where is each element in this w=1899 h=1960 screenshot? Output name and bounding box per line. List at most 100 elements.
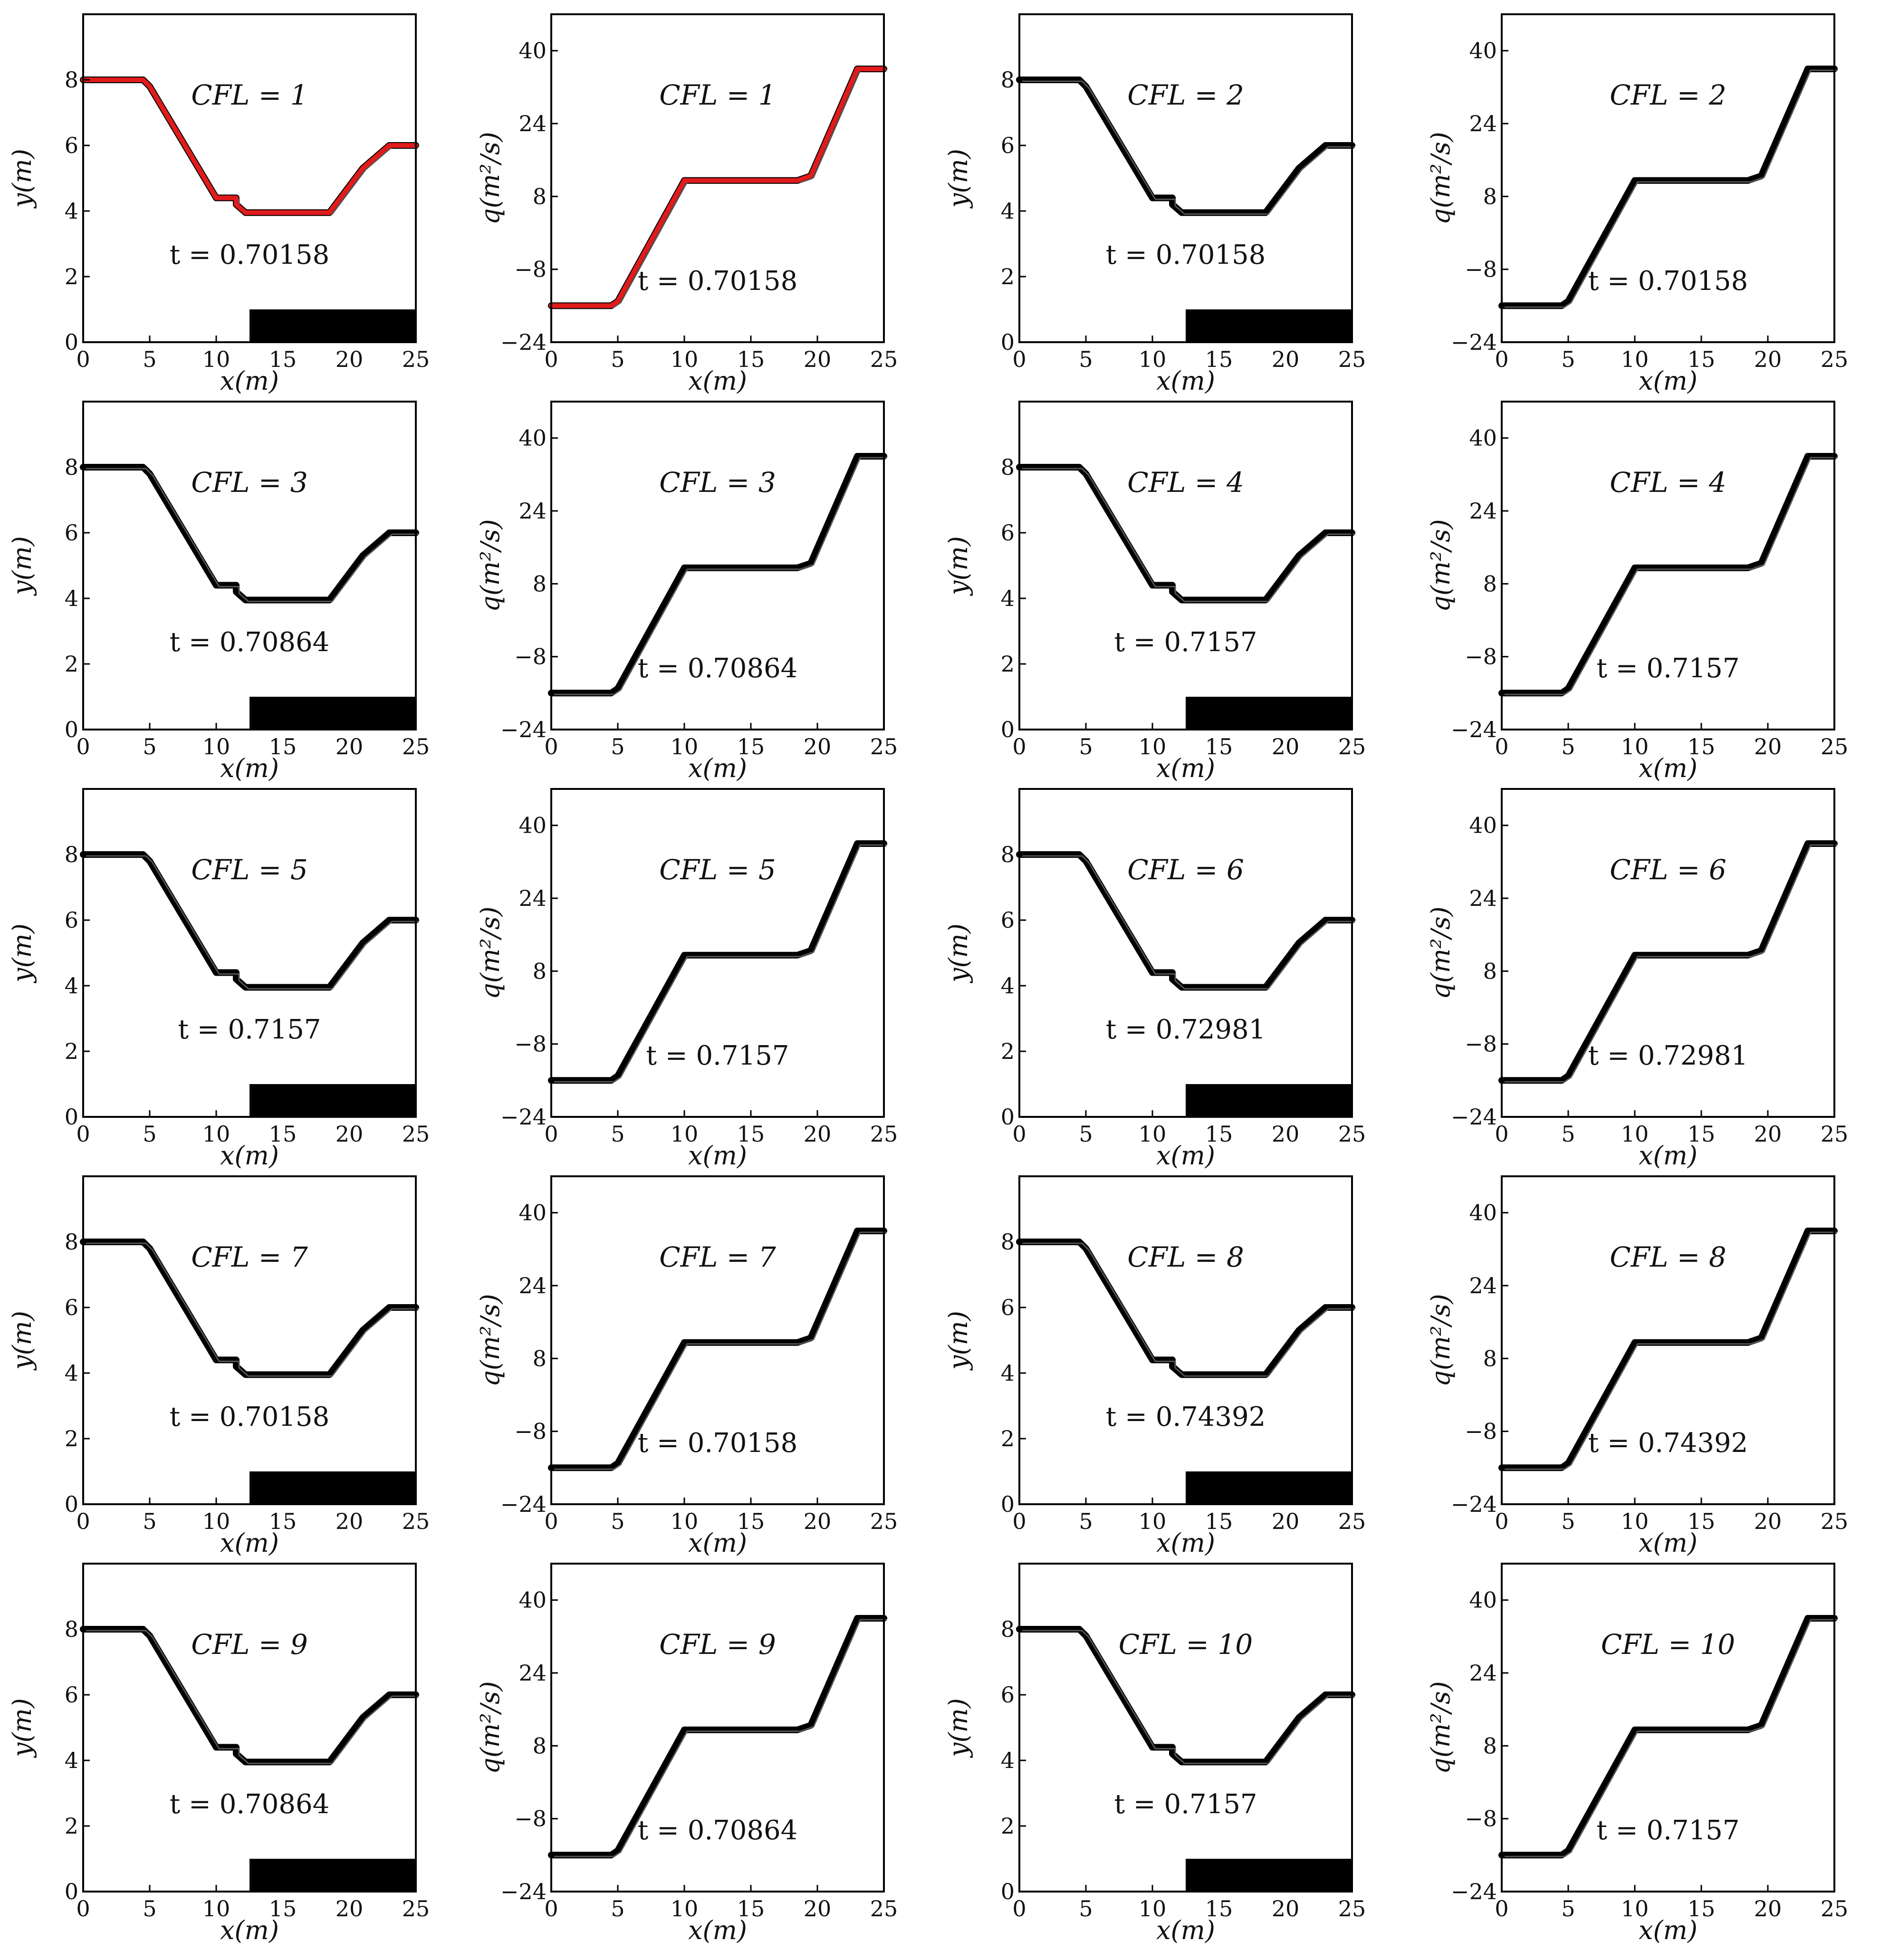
x-tick-label: 0 [76,734,90,759]
x-axis-label: x(m) [688,1141,747,1171]
chart-panel-discharge-cfl7: 0 5 10 15 20 25 −24 −8 8 24 40 x(m) q(m²/s) CFL = 7 t … [475,1175,898,1558]
cfl-annotation: CFL = 8 [1610,1241,1726,1273]
time-annotation: t = 0.7157 [1114,627,1257,658]
x-tick-label: 0 [76,346,90,372]
y-tick-label: 4 [65,973,78,999]
x-tick-label: 0 [1495,1121,1508,1147]
time-annotation: t = 0.74392 [1588,1428,1748,1459]
series-line-numerical-strand [1505,69,1837,308]
y-tick-label: 6 [1001,520,1015,546]
x-axis-label: x(m) [1156,1141,1215,1171]
series-line-numerical-strand [1022,468,1355,602]
x-tick-label: 0 [76,1508,90,1534]
y-tick-label: 6 [65,907,78,933]
y-tick-label: 8 [533,1733,547,1758]
plot-frame [550,788,885,1118]
x-tick-label: 5 [1079,346,1093,372]
series-line-numerical-strand [1022,855,1355,990]
x-axis-label: x(m) [220,1528,279,1558]
x-tick-label: 0 [76,1121,90,1147]
x-tick-label: 20 [804,1896,832,1922]
series-line-numerical-strand [1022,80,1355,215]
x-axis-label: x(m) [220,1915,279,1945]
y-tick-label: 8 [1001,454,1015,480]
x-axis-label: x(m) [688,366,747,396]
x-tick-label: 25 [1338,1508,1366,1534]
x-tick-label: 20 [336,1896,364,1922]
cfl-annotation: CFL = 6 [1610,854,1726,886]
plot-frame [1501,1175,1835,1505]
plot-frame [550,401,885,730]
y-tick-label: 2 [1001,264,1015,289]
time-annotation: t = 0.7157 [1597,1815,1740,1846]
time-annotation: t = 0.70864 [638,653,798,684]
x-tick-label: 5 [611,734,624,759]
y-tick-label: 0 [1001,717,1015,742]
series-line-numerical [1016,77,1355,216]
y-axis-label: y(m) [943,149,973,209]
y-tick-label: 8 [65,842,78,867]
x-tick-label: 10 [671,1896,699,1922]
chart-panel-discharge-cfl6: 0 5 10 15 20 25 −24 −8 8 24 40 x(m) q(m²/s) CFL = 6 t … [1426,788,1848,1171]
y-tick-label: 8 [1001,1616,1015,1642]
x-tick-label: 0 [544,1896,558,1922]
x-tick-label: 10 [1139,1121,1167,1147]
x-tick-label: 5 [1561,734,1575,759]
series-line-numerical-strand [554,1231,887,1470]
x-tick-label: 15 [1688,1121,1716,1147]
y-axis-label: y(m) [7,923,37,983]
cfl-annotation: CFL = 1 [659,79,776,111]
x-axis-label: x(m) [688,1528,747,1558]
x-tick-label: 10 [671,1121,699,1147]
x-tick-label: 15 [269,1121,297,1147]
x-tick-label: 20 [336,734,364,759]
x-tick-label: 15 [1688,346,1716,372]
series-line-numerical [1498,840,1838,1084]
time-annotation: t = 0.7157 [178,1014,321,1045]
plot-frame [1018,788,1353,1118]
x-axis-label: x(m) [1639,1528,1698,1558]
x-tick-label: 20 [336,1508,364,1534]
x-tick-label: 10 [1621,1121,1649,1147]
y-tick-label: −8 [514,644,547,670]
x-tick-label: 0 [1495,346,1508,372]
chart-panel-discharge-cfl2: 0 5 10 15 20 25 −24 −8 8 24 40 x(m) q(m²/s) CFL = 2 t … [1426,13,1848,396]
x-axis-label: x(m) [688,1915,747,1945]
y-axis-label: q(m²/s) [1426,519,1456,612]
x-axis-label: x(m) [1156,366,1215,396]
y-tick-label: 40 [1469,813,1497,838]
y-tick-label: −8 [514,1419,547,1444]
y-tick-label: −8 [1465,257,1497,282]
x-tick-label: 10 [1139,734,1167,759]
x-tick-label: 10 [671,734,699,759]
y-tick-label: 40 [1469,1587,1497,1613]
time-annotation: t = 0.70864 [170,1789,330,1820]
series-line-numerical [1016,1239,1355,1378]
y-tick-label: 2 [65,264,78,289]
x-tick-label: 10 [202,734,230,759]
chart-panel-depth-cfl3: 0 5 10 15 20 25 0 2 4 6 8 x(m) y(m) CFL = 3 t = 0.7086… [7,401,430,783]
x-tick-label: 25 [1821,1896,1849,1922]
chart-panel-discharge-cfl1: 0 5 10 15 20 25 −24 −8 8 24 40 x(m) q(m²/s) CFL = 1 t … [475,13,898,396]
x-tick-label: 25 [402,1508,430,1534]
x-tick-label: 20 [1754,1896,1782,1922]
series-line-exact [81,77,418,215]
y-axis-label: y(m) [943,923,973,983]
series-line-numerical [80,464,419,604]
x-axis-label: x(m) [1156,1915,1215,1945]
y-tick-label: 8 [1001,67,1015,93]
y-tick-label: 24 [518,885,547,911]
x-tick-label: 10 [671,346,699,372]
cfl-annotation: CFL = 2 [1127,79,1244,111]
chart-panel-depth-cfl9: 0 5 10 15 20 25 0 2 4 6 8 x(m) y(m) CFL = 9 t = 0.7086… [7,1563,430,1945]
y-axis-label: y(m) [7,149,37,209]
x-axis-label: x(m) [1639,1141,1698,1171]
cfl-annotation: CFL = 3 [191,466,308,499]
y-tick-label: 0 [65,1104,78,1130]
chart-panel-depth-cfl5: 0 5 10 15 20 25 0 2 4 6 8 x(m) y(m) CFL = 5 t = 0.7157 [7,788,430,1171]
chart-panel-depth-cfl8: 0 5 10 15 20 25 0 2 4 6 8 x(m) y(m) CFL = 8 t = 0.7439… [943,1175,1366,1558]
x-tick-label: 15 [1205,346,1233,372]
y-axis-label: y(m) [943,536,973,596]
time-annotation: t = 0.70158 [170,1402,330,1432]
